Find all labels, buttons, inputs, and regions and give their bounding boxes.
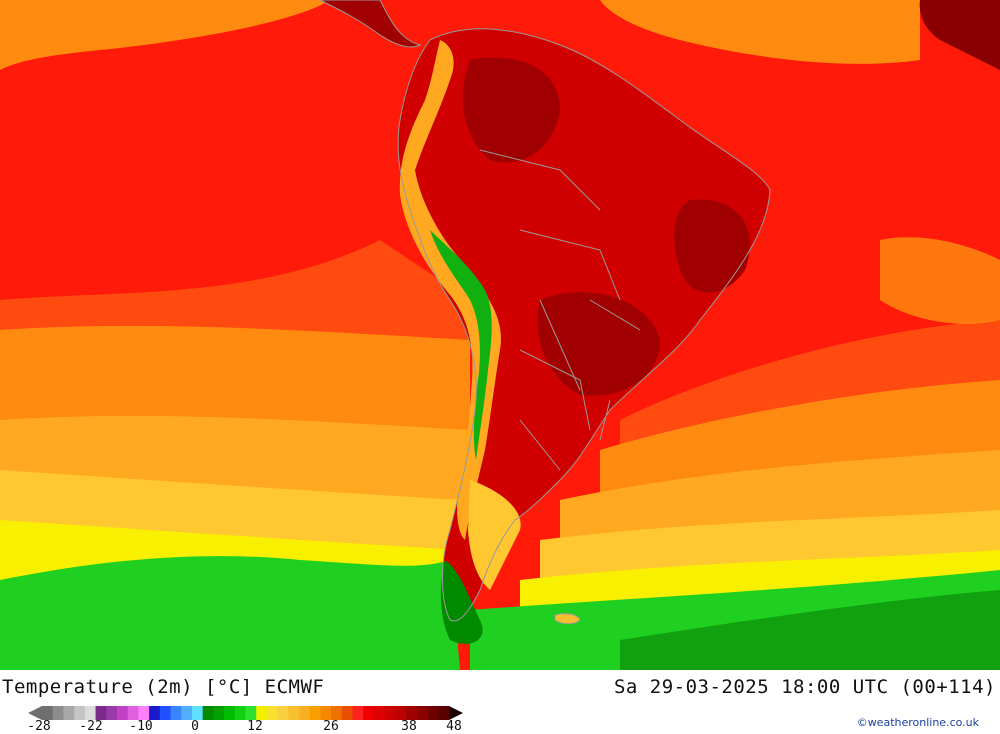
valid-time: Sa 29-03-2025 18:00 UTC (00+114) [613, 676, 996, 698]
colorbar-swatch [427, 706, 439, 720]
patch-atlantic-orange [880, 237, 1000, 324]
patagonia-orange [468, 480, 521, 590]
footer [0, 670, 1000, 733]
colorbar-swatch [63, 706, 75, 720]
colorbar-swatch [52, 706, 64, 720]
colorbar-swatch [191, 706, 204, 720]
colorbar-swatch [234, 706, 246, 720]
hot-core-chaco [537, 292, 660, 396]
colorbar-swatch [127, 706, 139, 720]
central-america [319, 0, 422, 48]
tick-label: -28 [27, 719, 51, 734]
colorbar-swatch [277, 706, 289, 720]
temperature-colorbar [28, 705, 463, 720]
colorbar-swatch [395, 706, 407, 720]
colorbar-swatch [224, 706, 236, 720]
hot-core-brazil [674, 199, 750, 293]
colorbar-swatch [170, 706, 182, 720]
colorbar-swatch [181, 706, 193, 720]
colorbar-swatch [116, 706, 129, 720]
map-title: Temperature (2m) [°C] ECMWF [2, 676, 325, 698]
tick-label: 0 [191, 719, 199, 734]
caribbean-land [919, 0, 1000, 70]
colorbar-swatch [320, 706, 332, 720]
colorbar-swatch [138, 706, 150, 720]
colorbar-swatch [363, 706, 375, 720]
colorbar-svg [28, 706, 463, 720]
tick-label: 26 [323, 719, 339, 734]
colorbar-swatch [438, 706, 450, 720]
colorbar-swatch [202, 706, 214, 720]
colorbar-swatch [42, 706, 54, 720]
colorbar-right-arrow [449, 706, 463, 720]
falklands [554, 613, 581, 625]
colorbar-swatch [384, 706, 396, 720]
colorbar-swatch [288, 706, 300, 720]
colorbar-swatch [266, 706, 279, 720]
colorbar-swatch [74, 706, 86, 720]
colorbar-swatch [106, 706, 118, 720]
colorbar-swatch [309, 706, 321, 720]
colorbar-swatch [213, 706, 225, 720]
temperature-map [0, 0, 1000, 670]
colorbar-swatch [149, 706, 161, 720]
patch-north-orange [0, 0, 330, 70]
map-canvas [0, 0, 1000, 670]
tick-label: 38 [401, 719, 417, 734]
colorbar-left-arrow [28, 706, 42, 720]
tick-label: -22 [79, 719, 103, 734]
colorbar-swatch [299, 706, 311, 720]
tick-label: 12 [247, 719, 263, 734]
colorbar-swatch [416, 706, 429, 720]
colorbar-swatch [341, 706, 354, 720]
colorbar-swatch [84, 706, 97, 720]
tick-label: 48 [446, 719, 462, 734]
band-green [0, 556, 460, 670]
andes-green [430, 230, 492, 460]
colorbar-swatch [374, 706, 386, 720]
colorbar-swatch [256, 706, 268, 720]
border-lines [397, 28, 771, 622]
tick-label: -10 [129, 719, 153, 734]
colorbar-swatch [331, 706, 343, 720]
colorbar-swatch [352, 706, 364, 720]
colorbar-swatch [406, 706, 418, 720]
hot-core-amazon [462, 57, 560, 163]
credit-link[interactable]: ©weatheronline.co.uk [856, 716, 979, 729]
colorbar-swatch [95, 706, 107, 720]
colorbar-swatch [159, 706, 172, 720]
colorbar-swatch [245, 706, 257, 720]
patagonia-south-green [440, 560, 483, 644]
patch-north-orange-east [600, 0, 920, 64]
band-green-dark [620, 590, 1000, 670]
